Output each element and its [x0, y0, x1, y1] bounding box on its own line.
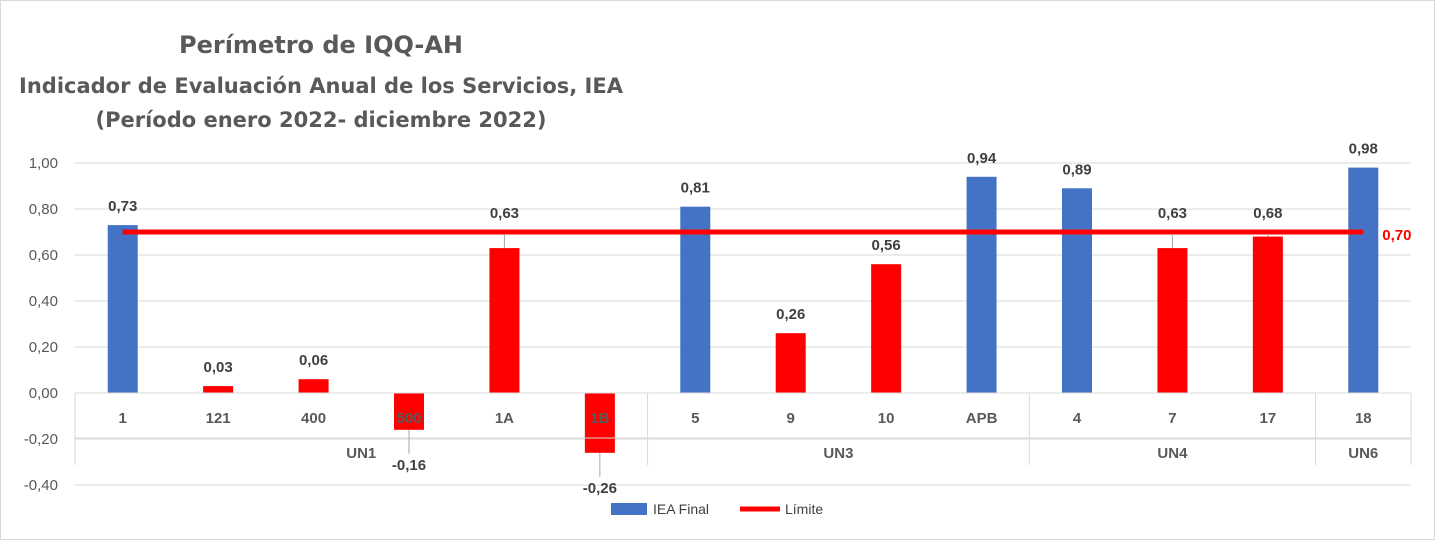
bar-18 [1348, 167, 1379, 393]
data-label: 0,26 [776, 306, 805, 323]
bar-7 [1157, 248, 1188, 393]
data-label: 0,03 [204, 359, 233, 376]
bars [107, 167, 1379, 453]
y-tick-label: -0,40 [24, 477, 58, 494]
bar-121 [203, 386, 234, 393]
category-label: 10 [878, 410, 895, 427]
bar-4 [1062, 188, 1092, 393]
y-tick-label: 0,80 [29, 201, 58, 218]
bar-500 [394, 393, 424, 430]
chart-title: Perímetro de IQQ-AH [179, 31, 463, 59]
data-label: 0,98 [1349, 141, 1378, 158]
bar-5 [680, 206, 711, 393]
category-label: 17 [1260, 410, 1277, 427]
y-tick-label: 0,00 [29, 385, 58, 402]
category-label: 400 [301, 410, 326, 427]
category-label: 5 [691, 410, 699, 427]
category-label: 7 [1168, 410, 1176, 427]
legend-label-iea-final: IEA Final [653, 501, 709, 517]
legend-swatch-iea-final [611, 503, 647, 515]
gridlines [75, 162, 1411, 486]
bar-17 [1252, 236, 1283, 393]
bar-1b [584, 393, 615, 453]
category-label: 9 [787, 410, 795, 427]
chart-period: (Período enero 2022- diciembre 2022) [96, 108, 547, 132]
bar-apb [966, 176, 997, 393]
category-label: 4 [1073, 410, 1082, 427]
limit-value-label: 0,70 [1382, 227, 1411, 244]
category-label: 1 [119, 410, 127, 427]
data-label: 0,06 [299, 352, 328, 369]
category-label: 1A [495, 410, 514, 427]
legend-label-limite: Límite [785, 501, 823, 517]
chart-subtitle: Indicador de Evaluación Anual de los Ser… [19, 74, 624, 98]
data-label: 0,63 [490, 205, 519, 222]
y-tick-label: -0,20 [24, 431, 58, 448]
y-axis-ticks: -0,40 -0,20 0,00 0,20 0,40 0,60 0,80 1,00 [24, 155, 58, 494]
bar-400 [298, 379, 329, 393]
category-axis: 1 121 400 500 1A 1B 5 9 10 APB 4 7 17 18 UN1 UN3 UN4 UN6 [74, 392, 1412, 465]
bar-1 [107, 225, 138, 393]
bar-1a [489, 248, 520, 393]
data-label: 0,56 [872, 237, 901, 254]
group-label: UN6 [1348, 445, 1378, 462]
category-label: 18 [1355, 410, 1372, 427]
group-label: UN3 [823, 445, 853, 462]
legend: IEA Final Límite [611, 501, 823, 517]
bar-10 [871, 264, 902, 393]
data-label: 0,94 [967, 150, 997, 167]
group-label: UN1 [346, 445, 376, 462]
y-tick-label: 0,60 [29, 247, 58, 264]
bar-9 [775, 333, 806, 393]
category-label: APB [966, 410, 998, 427]
category-label: 1B [590, 410, 609, 427]
data-labels: 0,70 0,73 0,03 0,06 -0,16 0,63 -0,26 0,81 0,26 0,… [108, 141, 1411, 497]
y-tick-label: 0,20 [29, 339, 58, 356]
group-label: UN4 [1157, 445, 1188, 462]
data-label: 0,89 [1062, 161, 1091, 178]
data-label: 0,81 [681, 180, 710, 197]
data-label: -0,26 [583, 480, 617, 497]
data-label: -0,16 [392, 457, 426, 474]
data-label: 0,63 [1158, 205, 1187, 222]
category-label: 500 [396, 410, 421, 427]
data-label: 0,68 [1253, 205, 1282, 222]
category-label: 121 [206, 410, 231, 427]
y-tick-label: 0,40 [29, 293, 58, 310]
y-tick-label: 1,00 [29, 155, 58, 172]
data-label: 0,73 [108, 198, 137, 215]
